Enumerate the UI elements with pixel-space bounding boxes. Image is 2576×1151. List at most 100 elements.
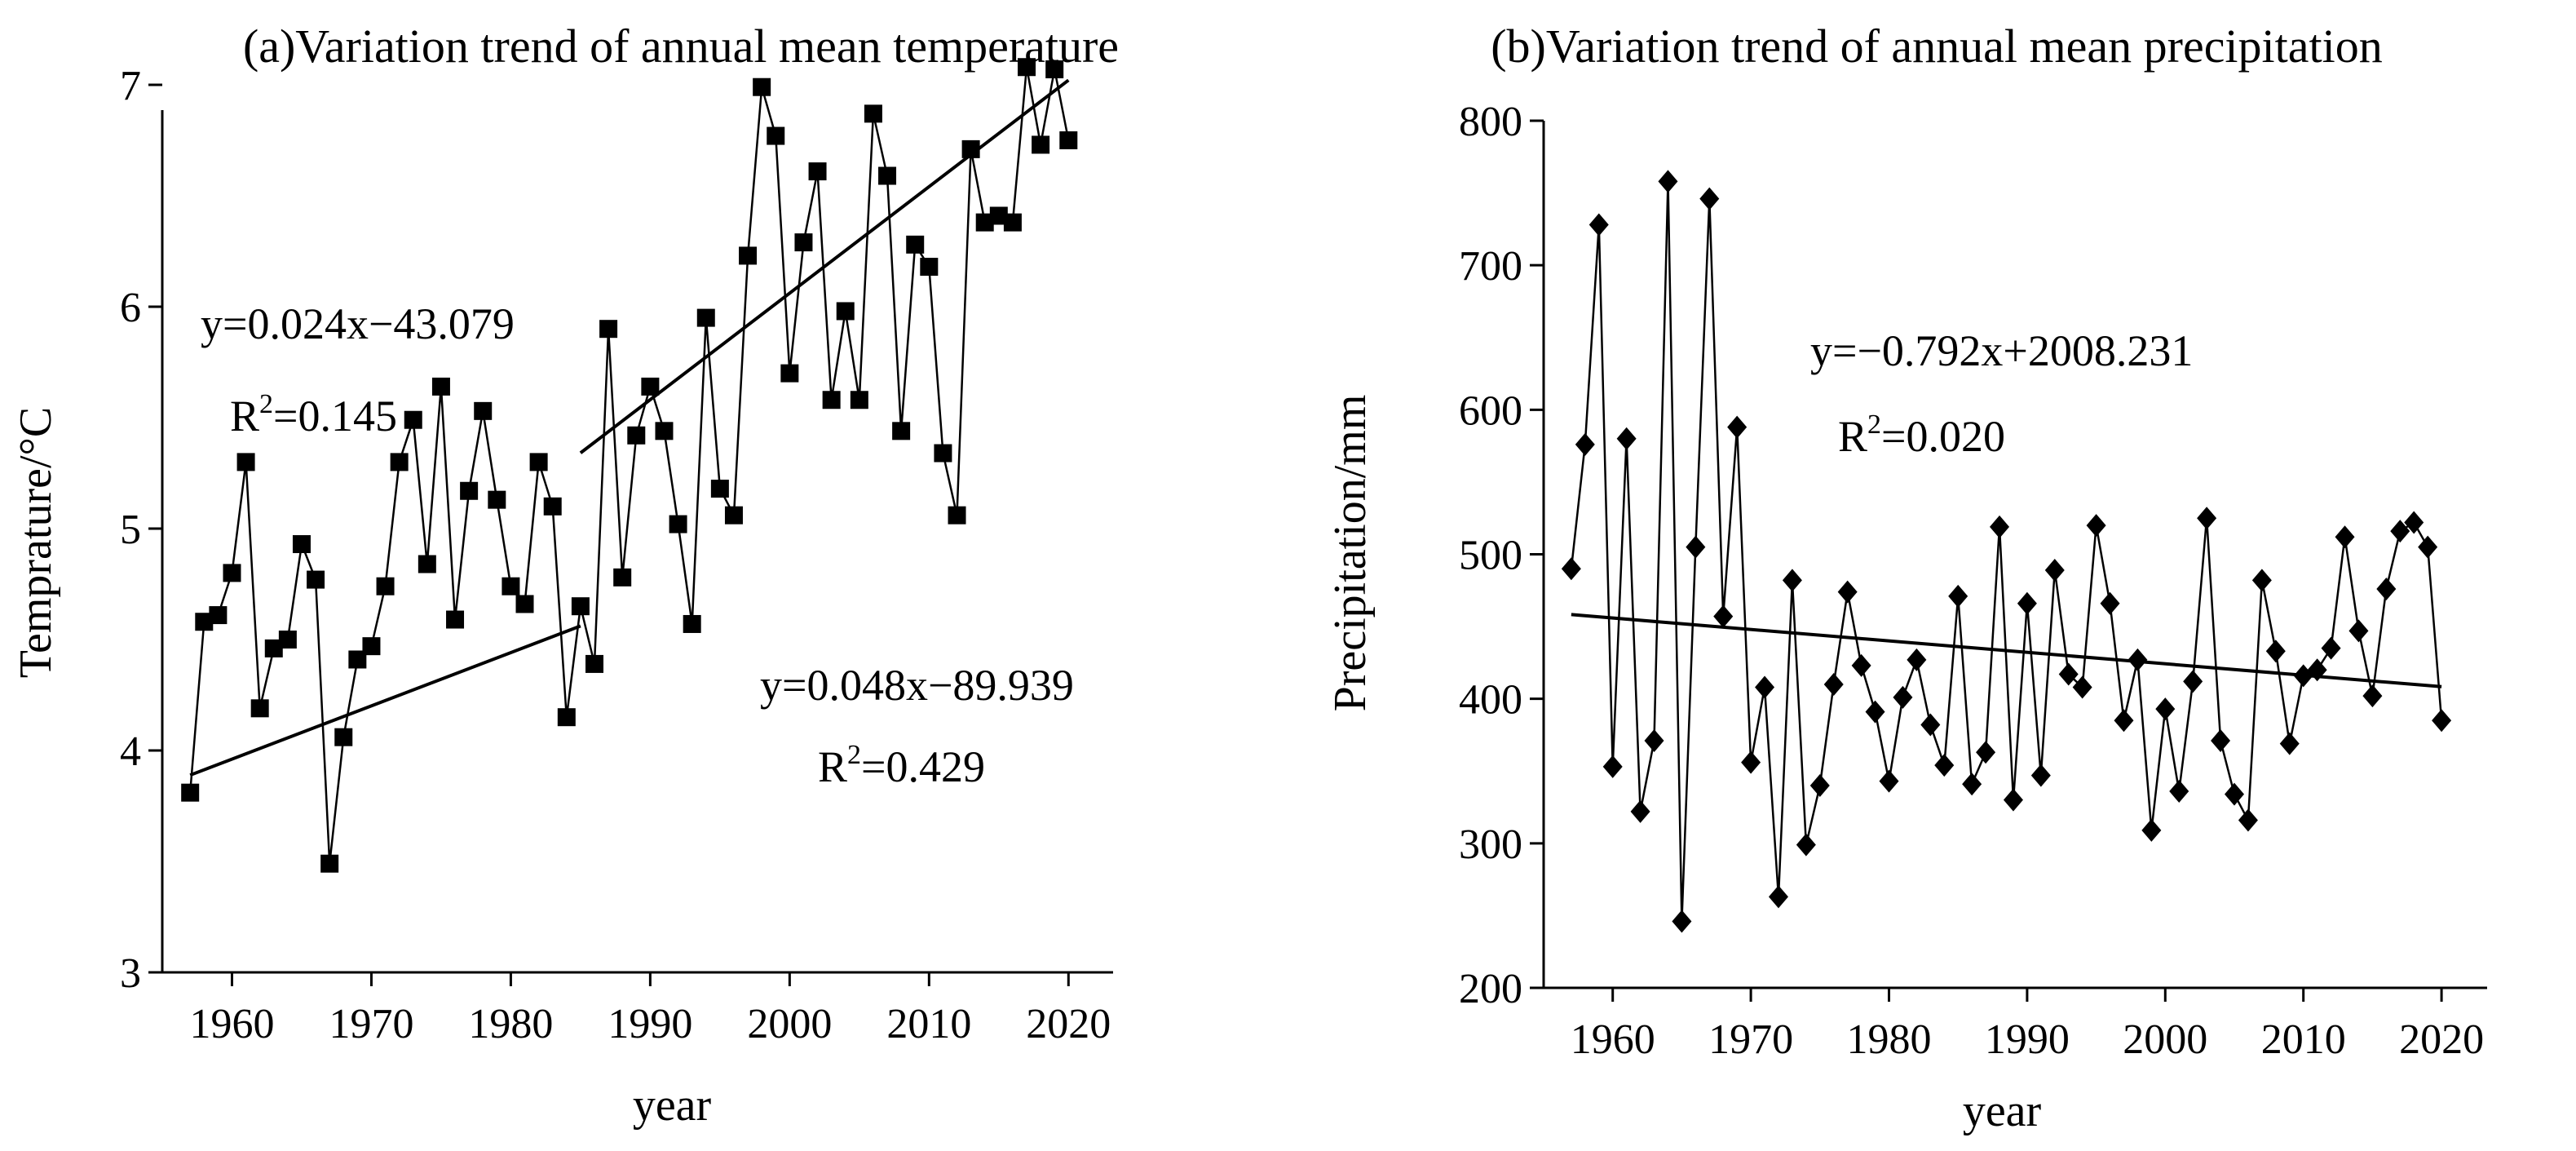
temperature-trend1-equation: y=0.024x−43.079: [201, 299, 515, 348]
data-point-1971: [1755, 675, 1775, 699]
data-point-1999: [2141, 818, 2162, 842]
y-tick-label: 800: [1459, 99, 1522, 145]
data-point-1976: [1823, 672, 1844, 696]
data-point-1962: [1630, 799, 1650, 823]
data-point-1979: [488, 490, 506, 509]
data-point-1967: [1699, 187, 1720, 210]
data-point-1994: [696, 308, 715, 327]
y-tick-label: 6: [120, 285, 141, 331]
data-point-1969: [1727, 415, 1748, 439]
data-point-1969: [348, 650, 367, 669]
data-point-2016: [1003, 213, 1022, 232]
data-point-1996: [2100, 591, 2120, 615]
data-point-1968: [1713, 604, 1734, 628]
data-point-1983: [1920, 713, 1941, 737]
x-tick-label: 2000: [2123, 1016, 2207, 1063]
precipitation-x-ticks: 1960 1970 1980 1990 2000 2010 2020: [1571, 988, 2484, 1063]
x-tick-label: 2020: [2399, 1016, 2484, 1063]
data-point-1958: [195, 613, 214, 631]
data-point-2007: [878, 166, 897, 185]
precipitation-trend-r2: R2=0.020: [1838, 409, 2005, 461]
data-point-1958: [1575, 432, 1595, 456]
y-tick-label: 5: [120, 507, 141, 553]
x-tick-label: 2000: [747, 1001, 832, 1047]
data-point-2018: [1032, 135, 1050, 154]
data-point-1996: [724, 506, 743, 525]
data-point-1999: [767, 126, 785, 145]
data-point-2013: [2335, 525, 2355, 549]
precipitation-chart-panel: (b)Variation trend of annual mean precip…: [1288, 0, 2576, 1151]
data-point-2010: [920, 258, 939, 277]
temperature-trend1-r2: R2=0.145: [230, 389, 397, 440]
data-point-2020: [2432, 709, 2452, 733]
data-point-2012: [948, 506, 966, 525]
data-point-1981: [515, 595, 534, 613]
precipitation-series-line: [1570, 181, 2443, 922]
y-tick-label: 400: [1459, 677, 1522, 724]
data-point-1959: [209, 606, 228, 625]
x-tick-label: 1970: [1708, 1016, 1793, 1063]
data-point-1988: [1990, 515, 2010, 538]
x-tick-label: 2010: [886, 1001, 971, 1047]
data-point-2004: [2211, 729, 2231, 753]
x-tick-label: 2020: [1026, 1001, 1111, 1047]
temperature-x-ticks: 1960 1970 1980 1990 2000 2010 2020: [189, 972, 1111, 1047]
data-point-1993: [683, 614, 701, 633]
data-point-1966: [1686, 535, 1706, 559]
data-point-2004: [836, 302, 855, 321]
data-point-1973: [404, 410, 422, 429]
data-point-1970: [1741, 750, 1761, 774]
data-point-1974: [418, 555, 436, 573]
data-point-1976: [446, 610, 465, 629]
data-point-1962: [250, 699, 269, 718]
y-tick-label: 4: [120, 728, 141, 775]
data-point-1968: [334, 728, 353, 746]
data-point-1972: [390, 453, 409, 471]
temperature-y-axis-label: Temprature/°C: [11, 407, 61, 679]
x-tick-label: 1970: [329, 1001, 413, 1047]
data-point-2015: [989, 206, 1008, 225]
y-tick-label: 700: [1459, 243, 1522, 290]
data-point-1989: [2003, 788, 2023, 812]
data-point-1957: [1561, 557, 1581, 581]
data-point-1974: [1796, 833, 1816, 857]
precipitation-chart: (b)Variation trend of annual mean precip…: [1325, 20, 2487, 1136]
data-point-2018: [2404, 511, 2424, 534]
data-point-1975: [431, 377, 450, 396]
data-point-1960: [223, 564, 241, 582]
precipitation-y-ticks: 200 300 400 500 600 700 800: [1459, 99, 1544, 1012]
temperature-series-line: [188, 66, 1070, 864]
data-point-2016: [2376, 578, 2397, 601]
data-point-1982: [529, 453, 548, 471]
data-point-1991: [2030, 764, 2051, 787]
data-point-1998: [2128, 648, 2148, 671]
data-point-1985: [571, 597, 590, 616]
data-point-2019: [1045, 60, 1064, 78]
data-point-1984: [1934, 754, 1955, 777]
data-point-2006: [2238, 808, 2258, 832]
data-point-1978: [1851, 653, 1871, 677]
data-point-2009: [906, 235, 925, 254]
data-point-1986: [1962, 772, 1982, 796]
data-point-1997: [2114, 709, 2134, 733]
data-point-2012: [2321, 636, 2341, 660]
data-point-2008: [2265, 640, 2286, 663]
y-tick-label: 200: [1459, 966, 1522, 1012]
data-point-1964: [1658, 170, 1678, 193]
data-point-2011: [2307, 658, 2327, 682]
temperature-y-ticks: 3 4 5 6 7: [120, 63, 162, 997]
x-tick-label: 1960: [1571, 1016, 1655, 1063]
data-point-2003: [822, 391, 841, 409]
data-point-1985: [1948, 584, 1968, 608]
trendline-1: [189, 624, 581, 777]
data-point-1987: [1976, 741, 1996, 764]
data-point-1991: [655, 422, 674, 440]
data-point-1987: [599, 320, 618, 339]
data-point-1961: [236, 453, 255, 471]
data-point-1997: [739, 246, 758, 265]
data-point-2019: [2418, 535, 2438, 559]
data-point-2009: [2279, 732, 2300, 755]
data-point-2013: [961, 139, 980, 158]
x-tick-label: 1960: [189, 1001, 274, 1047]
data-point-1963: [1644, 729, 1664, 753]
